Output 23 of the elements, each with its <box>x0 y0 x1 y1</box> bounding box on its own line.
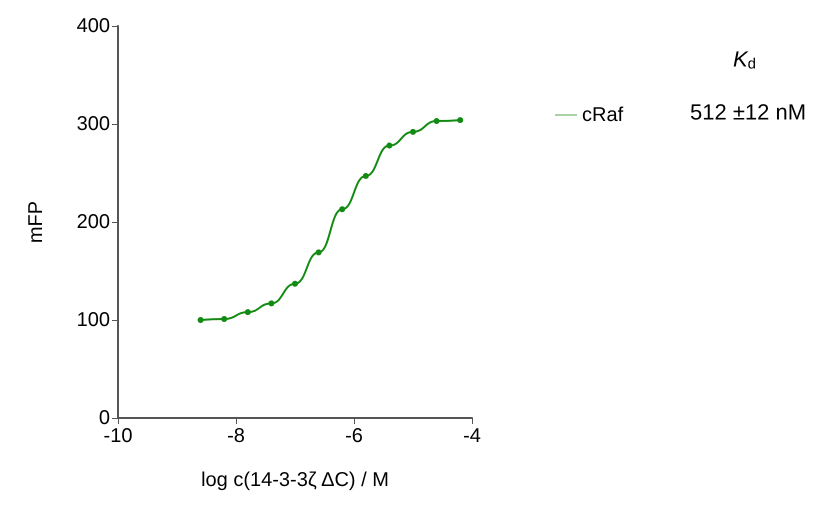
point <box>244 309 251 316</box>
point <box>268 300 274 306</box>
point <box>362 172 369 179</box>
y-tick-label: 100 <box>76 309 110 331</box>
y-axis-title: mFP <box>25 200 47 244</box>
point <box>434 118 440 124</box>
point <box>292 280 298 287</box>
legend-label: cRaf <box>582 104 624 126</box>
point <box>410 128 416 135</box>
x-axis-title: log c(14-3-3ζ ΔC) / M <box>201 469 389 491</box>
point <box>221 316 228 322</box>
y-tick-label: 300 <box>76 113 110 135</box>
x-tick-label: -4 <box>463 425 481 447</box>
point <box>339 206 346 212</box>
y-tick-label: 400 <box>76 15 110 37</box>
y-tick-label: 200 <box>76 211 110 233</box>
x-tick-label: -8 <box>227 425 245 447</box>
point <box>386 142 392 149</box>
text: 512 ±12 nM <box>690 100 806 124</box>
point <box>316 249 322 256</box>
point <box>198 317 204 323</box>
point <box>457 117 464 124</box>
x-tick-label: -6 <box>345 425 363 447</box>
